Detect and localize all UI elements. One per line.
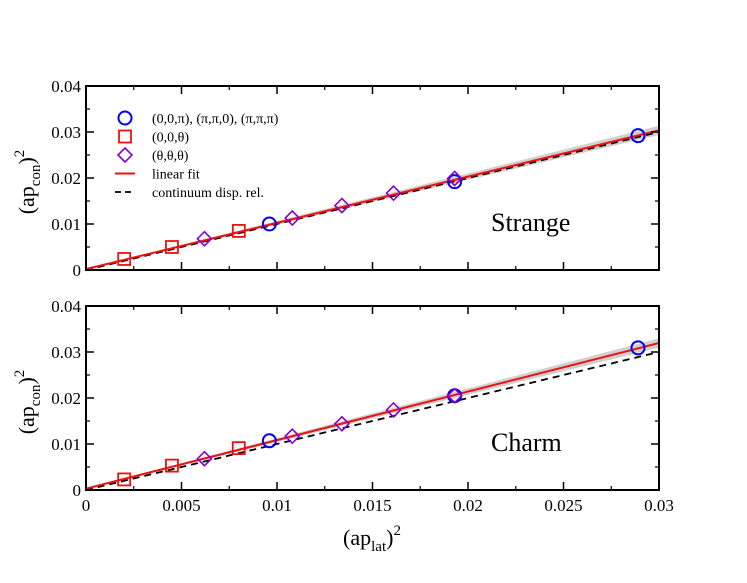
legend-label: linear fit xyxy=(152,168,200,183)
legend-label: (θ,θ,θ) xyxy=(152,149,189,164)
plot-frame xyxy=(85,305,660,491)
data-point-square xyxy=(117,472,132,487)
y-tick-label: 0.01 xyxy=(51,435,81,454)
panel-label: Strange xyxy=(491,208,570,237)
y-tick-label: 0.03 xyxy=(51,343,81,362)
data-point-diamond xyxy=(196,450,213,467)
x-tick-label: 0.025 xyxy=(544,496,582,515)
data-point-circle xyxy=(261,216,277,232)
linear-fit-line xyxy=(86,342,659,490)
data-point-diamond xyxy=(284,209,301,227)
linear-fit-line xyxy=(86,129,659,270)
data-point-diamond xyxy=(196,230,213,247)
data-point-circle xyxy=(447,174,463,190)
x-tick-label: 0.01 xyxy=(262,496,292,515)
data-point-diamond xyxy=(446,170,463,187)
x-tick-label: 0.03 xyxy=(644,496,674,515)
data-point-diamond xyxy=(446,387,463,404)
x-tick-label: 0 xyxy=(82,496,91,515)
data-point-circle xyxy=(630,340,646,356)
data-point-square xyxy=(117,252,132,266)
continuum-dispersion-line xyxy=(86,131,659,270)
data-point-square xyxy=(231,223,246,238)
data-point-diamond xyxy=(333,415,351,432)
y-axis-label: (apcon)2 xyxy=(12,370,44,435)
x-tick-label: 0.02 xyxy=(453,496,483,515)
y-tick-label: 0.03 xyxy=(51,123,81,142)
data-point-diamond xyxy=(385,185,402,202)
panel-label: Charm xyxy=(491,428,562,457)
x-tick-label: 0.005 xyxy=(162,496,200,515)
legend-swatch-square xyxy=(118,129,132,144)
data-point-square xyxy=(231,441,246,456)
data-point-circle xyxy=(630,128,646,144)
data-point-circle xyxy=(261,433,277,449)
y-tick-label: 0.02 xyxy=(51,389,81,408)
legend-label: (0,0,θ) xyxy=(152,131,189,146)
data-point-diamond xyxy=(333,197,351,214)
y-axis-label: (apcon)2 xyxy=(12,150,44,215)
x-tick-label: 0.015 xyxy=(353,496,391,515)
y-tick-label: 0 xyxy=(73,261,82,280)
legend-swatch-diamond xyxy=(116,146,134,164)
data-point-square xyxy=(165,458,179,473)
data-point-diamond xyxy=(284,428,301,445)
x-axis-label: (aplat)2 xyxy=(343,523,401,555)
y-tick-label: 0.01 xyxy=(51,215,81,234)
y-tick-label: 0.04 xyxy=(51,297,81,316)
continuum-dispersion-line xyxy=(86,351,659,490)
y-tick-label: 0.02 xyxy=(51,169,81,188)
legend-label: continuum disp. rel. xyxy=(152,186,264,201)
data-point-square xyxy=(165,240,179,254)
legend-swatch-circle xyxy=(117,110,133,126)
y-tick-label: 0 xyxy=(73,481,82,500)
data-point-diamond xyxy=(385,401,402,419)
legend-label: (0,0,π), (π,π,0), (π,π,π) xyxy=(152,112,279,127)
y-tick-label: 0.04 xyxy=(51,77,81,96)
